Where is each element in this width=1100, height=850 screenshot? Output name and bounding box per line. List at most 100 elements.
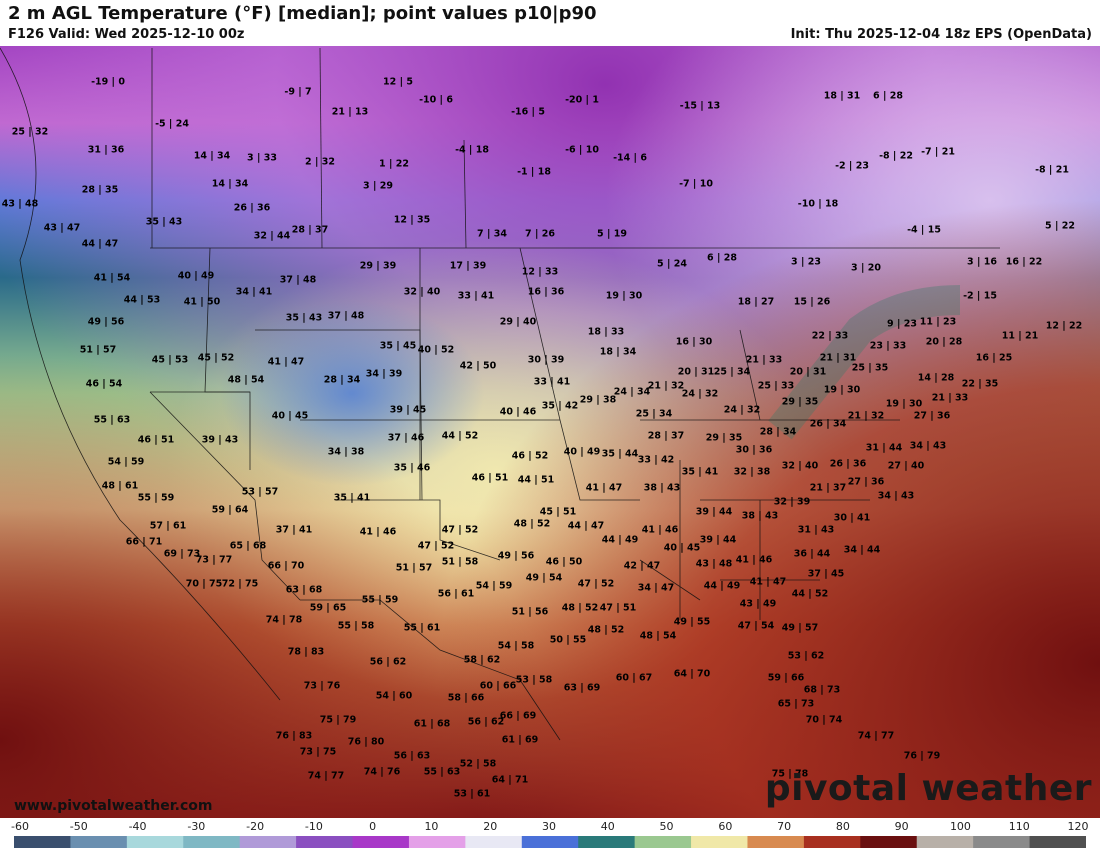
point-value-label: 16 | 25 — [975, 352, 1013, 364]
point-value-label: 30 | 39 — [527, 354, 565, 366]
colorbar-strip — [14, 836, 1086, 848]
point-value-label: 73 | 76 — [303, 680, 341, 692]
colorbar-segment — [183, 836, 241, 848]
point-value-label: 34 | 39 — [365, 368, 403, 380]
colorbar-segment — [578, 836, 636, 848]
point-value-label: 37 | 45 — [807, 568, 845, 580]
point-value-label: 26 | 36 — [233, 202, 271, 214]
colorbar-segment — [916, 836, 974, 848]
point-value-label: 48 | 54 — [227, 374, 265, 386]
point-value-label: 48 | 52 — [513, 518, 551, 530]
point-value-label: 15 | 26 — [793, 296, 831, 308]
point-value-label: 75 | 78 — [771, 768, 809, 780]
point-value-label: 21 | 32 — [647, 380, 685, 392]
point-value-label: 18 | 33 — [587, 326, 625, 338]
colorbar-tick-label: -10 — [304, 820, 323, 833]
point-value-label: 54 | 59 — [475, 580, 513, 592]
point-value-label: 40 | 49 — [563, 446, 601, 458]
colorbar-segment — [634, 836, 692, 848]
point-value-label: 61 | 68 — [413, 718, 451, 730]
point-value-label: -20 | 1 — [565, 94, 599, 106]
point-value-label: 40 | 49 — [177, 270, 215, 282]
point-value-label: 22 | 33 — [811, 330, 849, 342]
point-value-label: 44 | 51 — [517, 474, 555, 486]
point-value-label: 74 | 78 — [265, 614, 303, 626]
point-value-label: 74 | 77 — [307, 770, 345, 782]
header: 2 m AGL Temperature (°F) [median]; point… — [0, 0, 1100, 46]
point-value-label: 25 | 33 — [757, 380, 795, 392]
colorbar-segment — [747, 836, 805, 848]
point-value-label: 60 | 67 — [615, 672, 653, 684]
point-value-label: 34 | 38 — [327, 446, 365, 458]
point-value-label: 3 | 33 — [247, 152, 277, 164]
point-value-label: -9 | 7 — [284, 86, 312, 98]
point-value-label: 25 | 32 — [11, 126, 49, 138]
point-value-label: 38 | 43 — [643, 482, 681, 494]
point-value-label: 38 | 43 — [741, 510, 779, 522]
point-value-label: 7 | 26 — [525, 228, 555, 240]
point-value-label: 41 | 46 — [641, 524, 679, 536]
point-value-label: 35 | 41 — [333, 492, 371, 504]
point-value-label: 36 | 44 — [793, 548, 831, 560]
point-value-label: 29 | 35 — [705, 432, 743, 444]
point-value-label: 32 | 39 — [773, 496, 811, 508]
colorbar-tick-label: 70 — [777, 820, 792, 833]
point-value-label: 39 | 44 — [695, 506, 733, 518]
point-value-label: -16 | 5 — [511, 106, 545, 118]
point-value-label: 32 | 40 — [403, 286, 441, 298]
point-value-label: 47 | 54 — [737, 620, 775, 632]
point-value-label: 44 | 47 — [567, 520, 605, 532]
point-value-label: 6 | 28 — [707, 252, 737, 264]
point-value-label: 65 | 68 — [229, 540, 267, 552]
point-value-label: 73 | 77 — [195, 554, 233, 566]
point-value-label: 26 | 36 — [829, 458, 867, 470]
point-value-label: 34 | 47 — [637, 582, 675, 594]
point-value-label: -5 | 24 — [155, 118, 189, 130]
colorbar-tick-label: 30 — [542, 820, 556, 833]
point-value-label: -10 | 18 — [797, 198, 839, 210]
point-value-label: 28 | 34 — [323, 374, 361, 386]
point-value-label: 21 | 33 — [745, 354, 783, 366]
point-value-label: 48 | 54 — [639, 630, 677, 642]
point-value-label: 43 | 48 — [695, 558, 733, 570]
point-value-label: 56 | 62 — [369, 656, 407, 668]
colorbar-tick-label: -50 — [69, 820, 88, 833]
point-value-label: 44 | 52 — [791, 588, 829, 600]
point-value-label: 55 | 61 — [403, 622, 441, 634]
point-value-label: 41 | 47 — [749, 576, 787, 588]
point-value-label: 30 | 41 — [833, 512, 871, 524]
map-title: 2 m AGL Temperature (°F) [median]; point… — [8, 3, 597, 24]
point-value-label: 5 | 19 — [597, 228, 627, 240]
point-value-label: 25 | 34 — [635, 408, 673, 420]
point-value-label: 25 | 35 — [851, 362, 889, 374]
point-value-label: 27 | 36 — [913, 410, 951, 422]
website-label[interactable]: www.pivotalweather.com — [14, 798, 213, 814]
point-value-label: 40 | 45 — [663, 542, 701, 554]
point-value-label: 42 | 47 — [623, 560, 661, 572]
point-value-label: 19 | 30 — [823, 384, 861, 396]
point-value-label: 49 | 56 — [497, 550, 535, 562]
colorbar-segment — [803, 836, 861, 848]
point-value-label: 63 | 69 — [563, 682, 601, 694]
point-value-label: 47 | 52 — [417, 540, 455, 552]
point-value-label: 28 | 37 — [291, 224, 329, 236]
point-value-label: 20 | 28 — [925, 336, 963, 348]
brand-logo: pivotal weather — [764, 768, 1092, 809]
point-value-label: 3 | 16 — [967, 256, 997, 268]
point-value-label: 3 | 20 — [851, 262, 881, 274]
point-value-label: 49 | 55 — [673, 616, 711, 628]
colorbar-tick-label: 10 — [424, 820, 439, 833]
point-value-label: 16 | 22 — [1005, 256, 1043, 268]
point-value-label: 58 | 62 — [463, 654, 501, 666]
point-value-label: -8 | 22 — [879, 150, 913, 162]
point-value-label: 40 | 45 — [271, 410, 309, 422]
colorbar-segment — [296, 836, 354, 848]
point-value-label: 47 | 52 — [441, 524, 479, 536]
valid-time: F126 Valid: Wed 2025-12-10 00z — [8, 27, 245, 42]
point-value-label: 53 | 58 — [515, 674, 553, 686]
point-value-label: 41 | 46 — [735, 554, 773, 566]
point-value-label: 35 | 42 — [541, 400, 579, 412]
point-value-label: 54 | 59 — [107, 456, 145, 468]
point-value-label: 21 | 31 — [819, 352, 857, 364]
point-value-label: 11 | 21 — [1001, 330, 1039, 342]
